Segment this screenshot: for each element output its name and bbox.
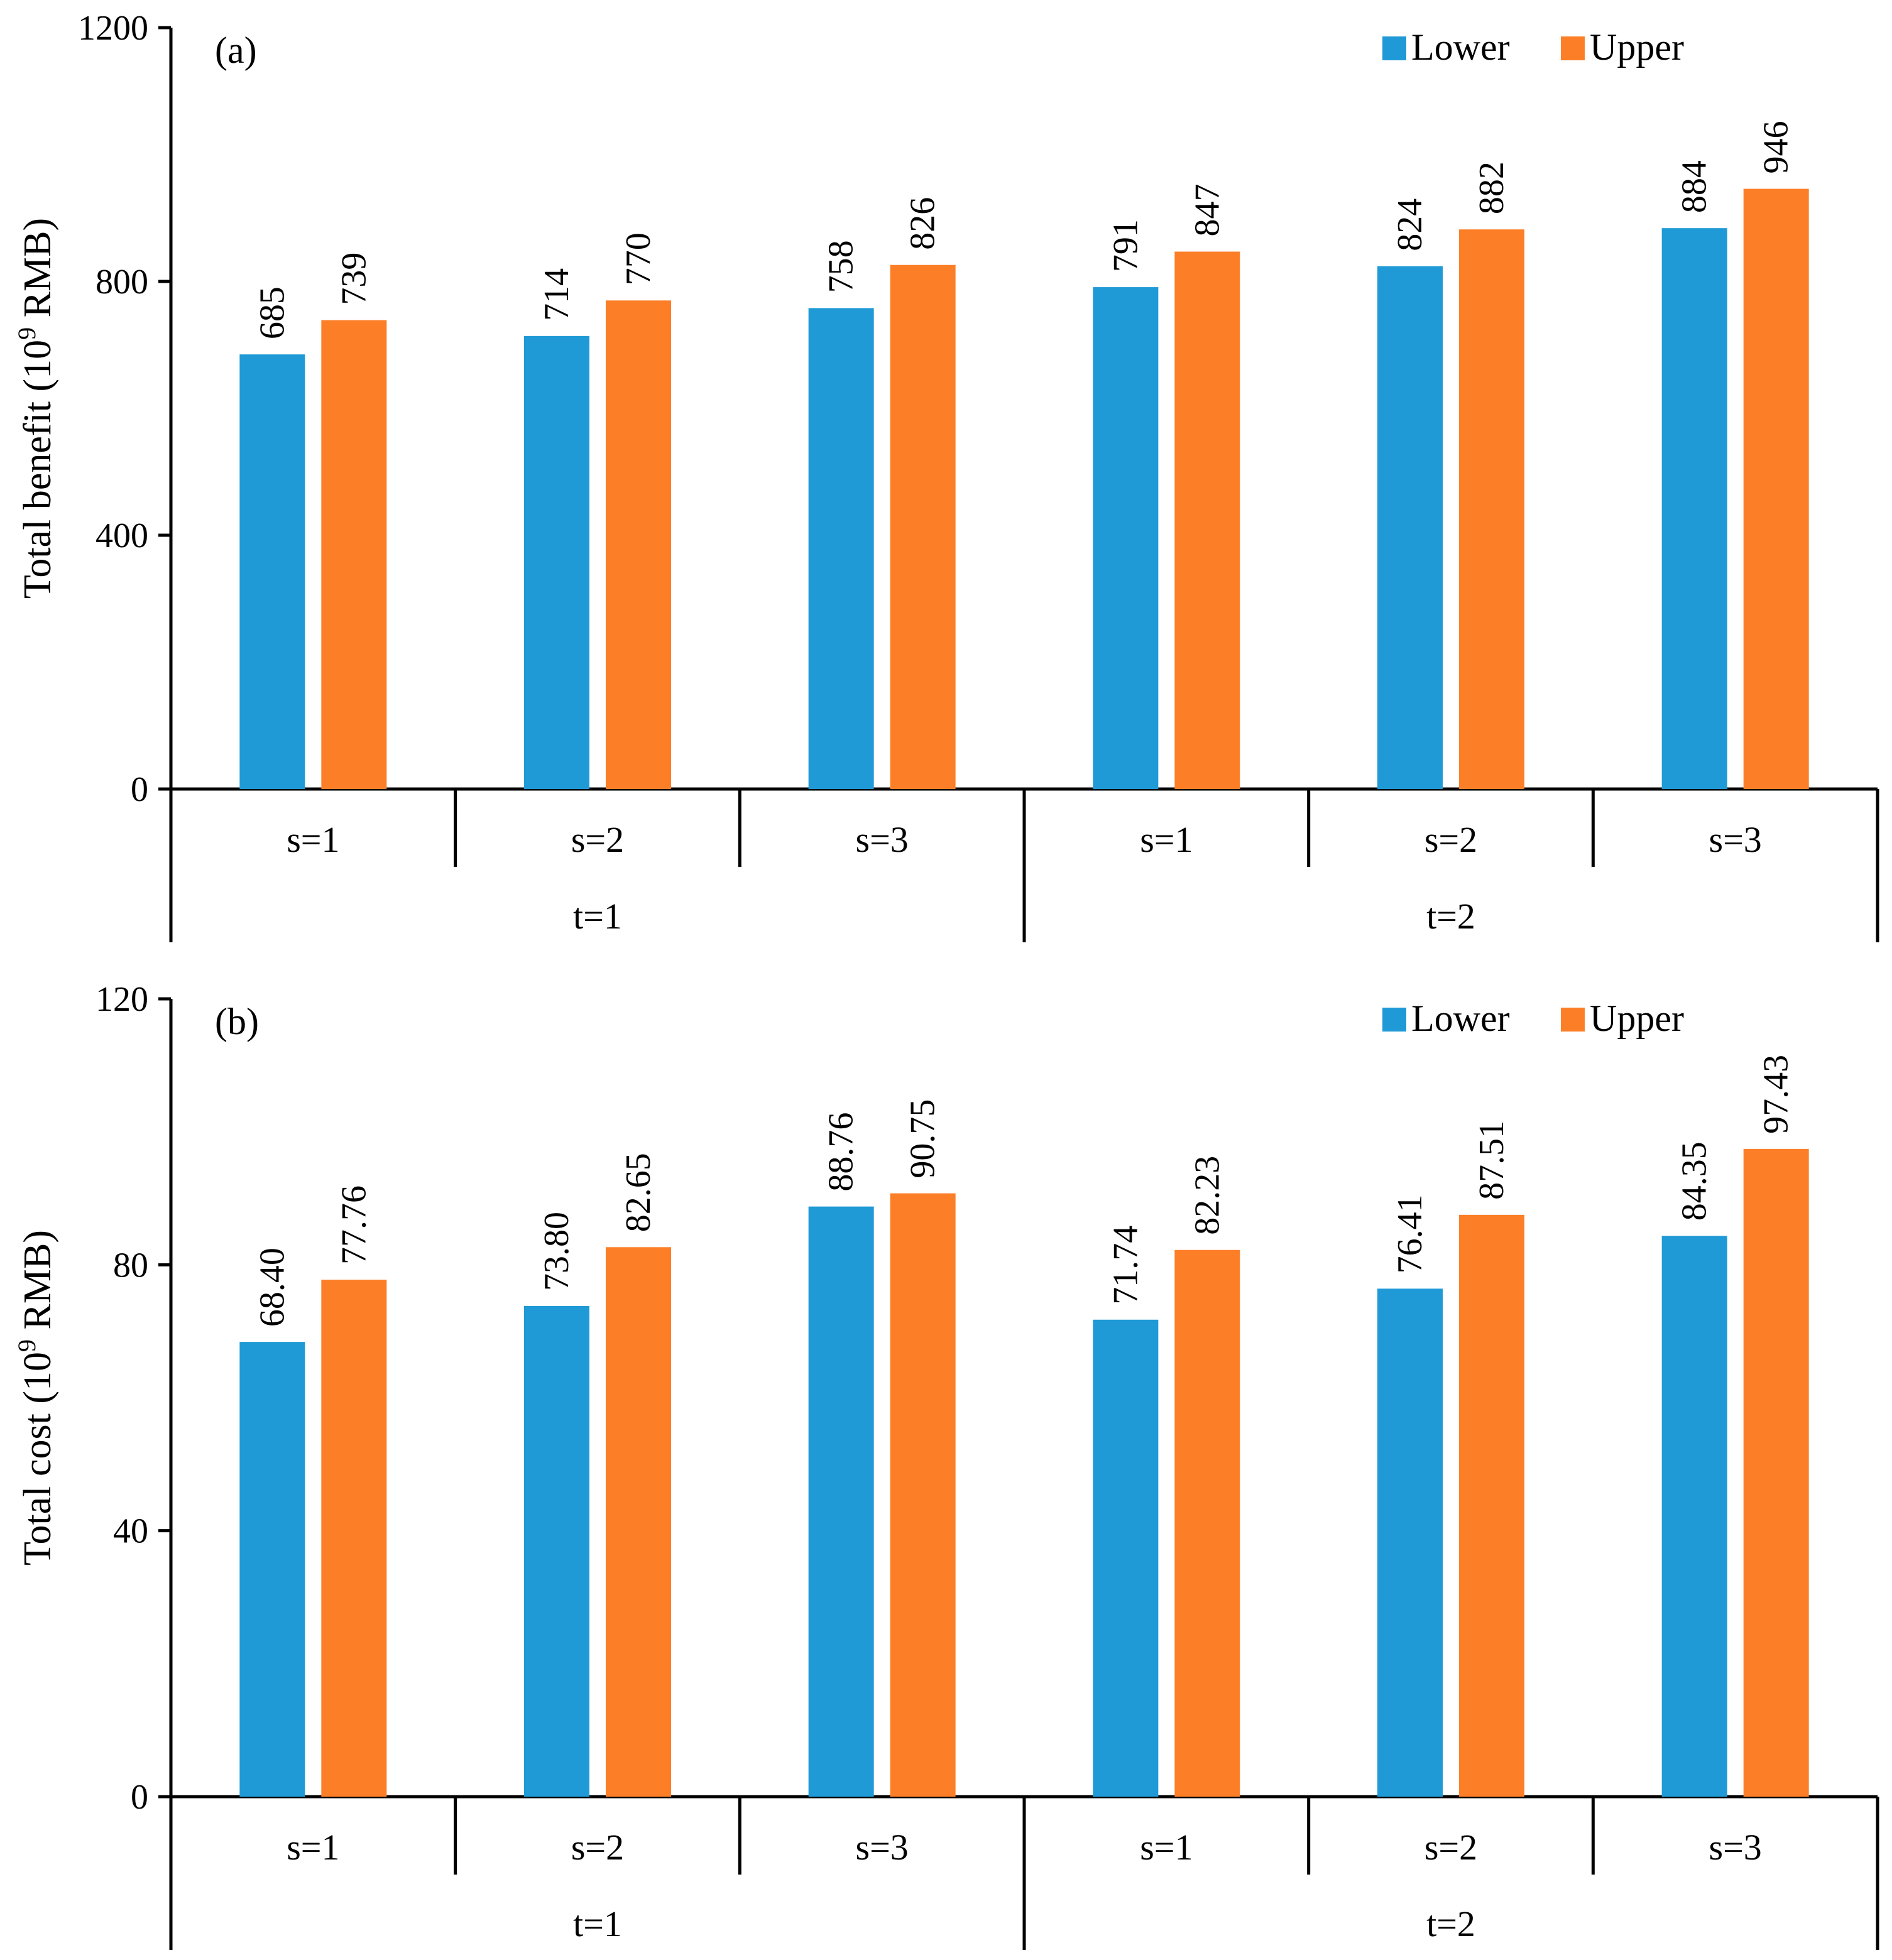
data-label-lower: 84.35 <box>1675 1141 1714 1221</box>
data-label-lower: 71.74 <box>1106 1226 1145 1305</box>
data-label-upper: 847 <box>1188 184 1227 237</box>
group-label: t=2 <box>1426 896 1475 937</box>
y-axis-title-main: Total benefit (10 <box>16 340 59 599</box>
data-label-upper: 90.75 <box>904 1099 943 1179</box>
bar-upper <box>606 300 671 789</box>
category-label: s=3 <box>1709 819 1762 860</box>
legend-swatch-lower <box>1382 1008 1406 1032</box>
data-label-upper: 82.65 <box>619 1153 658 1232</box>
data-label-upper: 826 <box>904 197 943 250</box>
bar-lower <box>524 1305 589 1797</box>
category-label: s=1 <box>1140 819 1193 860</box>
panel-label: (a) <box>215 30 257 71</box>
chart-panel-b: 0 40 80 120 s=1 s=2 s=3 s=1 s=2 s=3 t=1 t=2 68.40 73.… <box>13 980 1879 1950</box>
bar-lower <box>808 308 874 789</box>
legend-label-upper: Upper <box>1590 998 1684 1039</box>
bar-lower <box>1377 266 1443 789</box>
bar-lower <box>808 1206 874 1797</box>
data-label-lower: 791 <box>1106 219 1145 272</box>
category-label: s=2 <box>571 1827 624 1868</box>
legend-swatch-lower <box>1382 36 1406 60</box>
data-label-upper: 87.51 <box>1472 1121 1511 1200</box>
bar-lower <box>1093 287 1159 790</box>
bar-upper <box>1174 251 1240 789</box>
group-label: t=2 <box>1426 1903 1475 1944</box>
data-label-lower: 758 <box>822 240 861 293</box>
category-label: s=3 <box>856 1827 909 1868</box>
data-label-upper: 882 <box>1472 161 1511 214</box>
y-tick-label: 40 <box>113 1512 148 1551</box>
legend-label-upper: Upper <box>1590 26 1684 68</box>
category-label: s=2 <box>571 819 624 860</box>
panel-label: (b) <box>215 1001 259 1042</box>
category-label: s=2 <box>1424 819 1477 860</box>
y-tick-label: 120 <box>96 980 148 1019</box>
y-axis-title: Total benefit (109 RMB) <box>13 218 59 599</box>
bar-lower <box>239 1342 305 1797</box>
bar-upper <box>321 320 387 789</box>
group-label: t=1 <box>573 896 622 937</box>
data-label-lower: 685 <box>253 286 292 339</box>
y-axis-title-unit: RMB) <box>16 1230 59 1339</box>
data-label-lower: 88.76 <box>822 1113 861 1192</box>
legend-swatch-upper <box>1561 1008 1585 1032</box>
data-label-lower: 73.80 <box>537 1212 576 1291</box>
data-label-upper: 97.43 <box>1757 1055 1796 1134</box>
bar-upper <box>890 1193 956 1797</box>
y-tick-label: 0 <box>131 770 148 809</box>
y-axis-title-exponent: 9 <box>13 1339 41 1352</box>
data-label-upper: 77.76 <box>334 1185 373 1265</box>
bar-upper <box>606 1247 671 1797</box>
category-label: s=2 <box>1424 1827 1477 1868</box>
y-axis-title-unit: RMB) <box>16 218 59 327</box>
legend-label-lower: Lower <box>1411 998 1510 1039</box>
bar-upper <box>890 264 956 789</box>
y-tick-label: 0 <box>131 1778 148 1817</box>
bar-upper <box>321 1280 387 1797</box>
data-label-upper: 946 <box>1757 121 1796 174</box>
data-label-lower: 884 <box>1675 160 1714 213</box>
bar-lower <box>524 335 589 789</box>
data-label-upper: 739 <box>334 253 373 305</box>
legend-swatch-upper <box>1561 36 1585 60</box>
y-tick-label: 400 <box>96 516 148 555</box>
legend-label-lower: Lower <box>1411 26 1510 68</box>
category-label: s=1 <box>287 1827 339 1868</box>
y-axis-title: Total cost (109 RMB) <box>13 1230 59 1565</box>
data-label-lower: 76.41 <box>1391 1194 1430 1273</box>
y-tick-label: 1200 <box>78 9 148 48</box>
y-tick-label: 80 <box>113 1246 148 1285</box>
y-axis-title-main: Total cost (10 <box>16 1352 59 1565</box>
bar-lower <box>1661 228 1727 789</box>
bar-lower <box>1377 1288 1443 1797</box>
category-label: s=3 <box>856 819 909 860</box>
bar-upper <box>1174 1250 1240 1797</box>
bar-lower <box>239 354 305 789</box>
data-label-lower: 714 <box>537 268 576 321</box>
bar-upper <box>1459 229 1524 789</box>
bar-upper <box>1459 1214 1524 1797</box>
bar-upper <box>1743 1148 1809 1797</box>
chart-panel-a: 0 400 800 1200 s=1 s=2 s=3 s=1 s=2 s=3 t=1 t=2 685 71… <box>13 9 1879 942</box>
bar-lower <box>1661 1236 1727 1797</box>
data-label-upper: 770 <box>619 232 658 285</box>
bar-lower <box>1093 1319 1159 1797</box>
data-label-upper: 82.23 <box>1188 1156 1227 1235</box>
y-tick-label: 800 <box>96 263 148 302</box>
category-label: s=1 <box>1140 1827 1193 1868</box>
category-label: s=3 <box>1709 1827 1762 1868</box>
y-axis-title-exponent: 9 <box>13 327 41 340</box>
data-label-lower: 824 <box>1391 199 1430 251</box>
group-label: t=1 <box>573 1903 622 1944</box>
data-label-lower: 68.40 <box>253 1248 292 1327</box>
category-label: s=1 <box>287 819 339 860</box>
bar-upper <box>1743 188 1809 789</box>
